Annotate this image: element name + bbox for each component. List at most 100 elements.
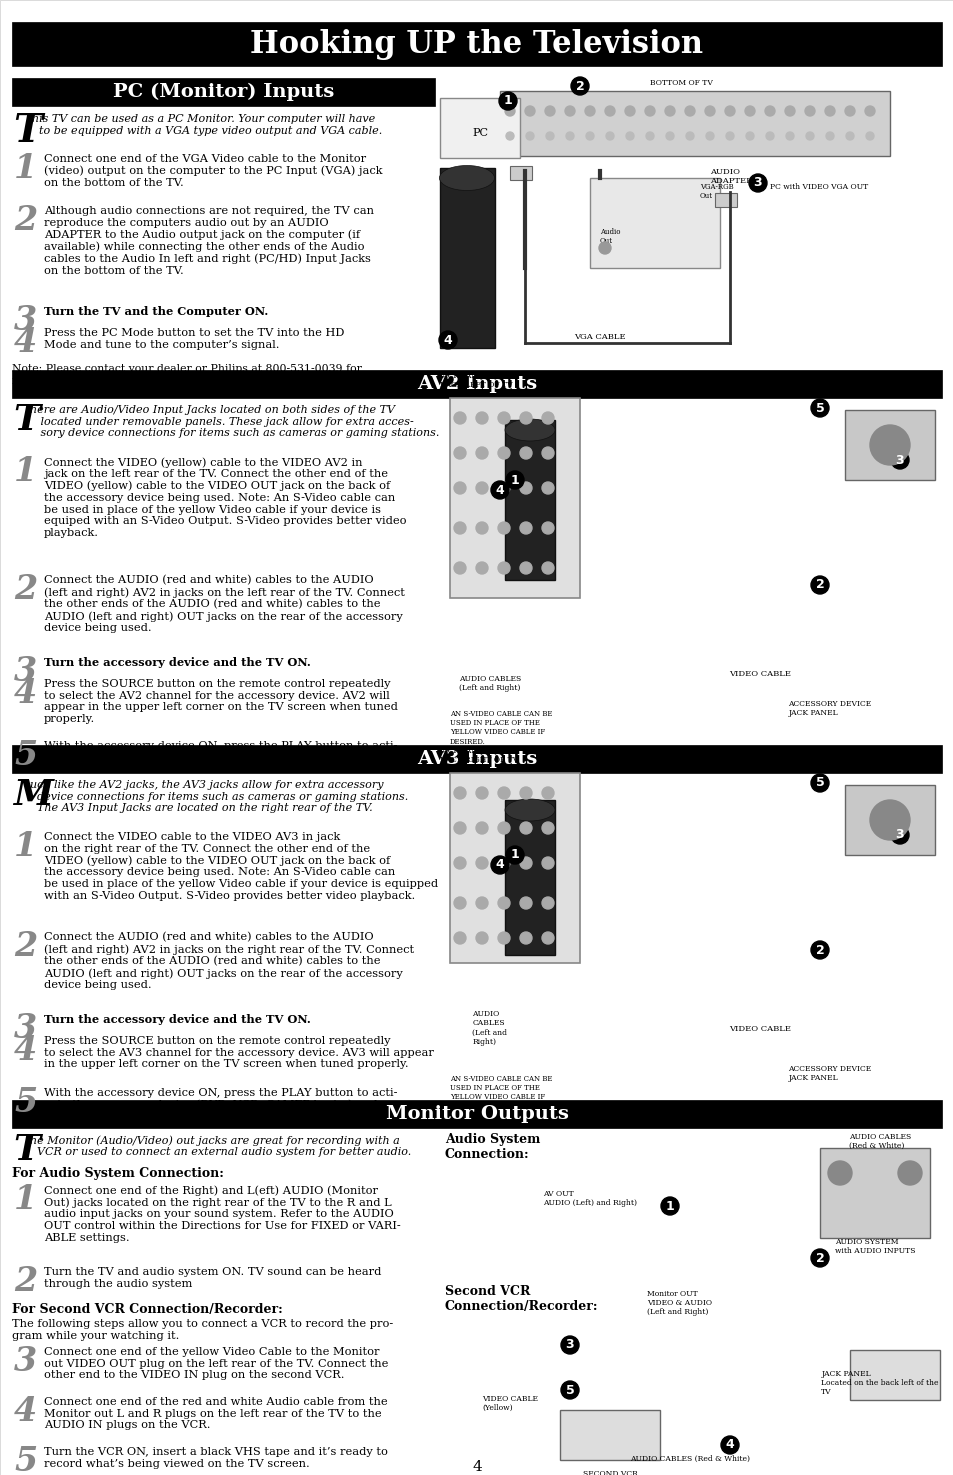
Text: ACCESSORY DEVICE
(Camera, DVD, VCR, etc.): ACCESSORY DEVICE (Camera, DVD, VCR, etc.… (770, 746, 868, 764)
Text: AUDIO CABLES
(Left and Right): AUDIO CABLES (Left and Right) (458, 676, 520, 692)
Circle shape (541, 412, 554, 423)
Text: 1: 1 (503, 94, 512, 108)
Text: Second VCR
Connection/Recorder:: Second VCR Connection/Recorder: (444, 1285, 598, 1313)
Circle shape (497, 932, 510, 944)
Text: 4: 4 (472, 1460, 481, 1474)
Circle shape (519, 788, 532, 799)
Text: 4: 4 (725, 1438, 734, 1451)
Circle shape (519, 562, 532, 574)
Circle shape (684, 106, 695, 117)
Circle shape (560, 1381, 578, 1398)
Text: AV OUT
AUDIO (Left) and Right): AV OUT AUDIO (Left) and Right) (542, 1190, 637, 1207)
Circle shape (605, 131, 614, 140)
Circle shape (644, 106, 655, 117)
Text: 1: 1 (665, 1199, 674, 1212)
Circle shape (541, 482, 554, 494)
Text: JACK PANEL
BACK RIGHT OF TV: JACK PANEL BACK RIGHT OF TV (439, 746, 517, 764)
Text: Press the PC Mode button to set the TV into the HD
Mode and tune to the computer: Press the PC Mode button to set the TV i… (44, 327, 344, 350)
Text: ACCESSORY DEVICE
JACK PANEL: ACCESSORY DEVICE JACK PANEL (787, 701, 871, 717)
Circle shape (864, 106, 874, 117)
Circle shape (497, 522, 510, 534)
Bar (510, 167, 532, 180)
Circle shape (541, 447, 554, 459)
Circle shape (825, 131, 833, 140)
Circle shape (497, 788, 510, 799)
Circle shape (664, 106, 675, 117)
Circle shape (476, 857, 488, 869)
Ellipse shape (504, 799, 555, 822)
Text: AV2 Inputs: AV2 Inputs (416, 375, 537, 392)
Text: 2: 2 (815, 578, 823, 591)
Text: 3: 3 (895, 453, 903, 466)
Text: The following steps allow you to connect a VCR to record the pro-
gram while you: The following steps allow you to connect… (12, 1319, 393, 1341)
Circle shape (519, 482, 532, 494)
Text: 1: 1 (14, 830, 37, 863)
Circle shape (476, 822, 488, 833)
Circle shape (624, 106, 635, 117)
Circle shape (764, 106, 774, 117)
Text: 3: 3 (565, 1338, 574, 1351)
Circle shape (827, 1161, 851, 1184)
Bar (439, 97, 519, 158)
Text: PC (Monitor) Inputs: PC (Monitor) Inputs (112, 83, 334, 102)
Circle shape (504, 106, 515, 117)
Text: 2: 2 (815, 944, 823, 956)
Text: Connect one end of the yellow Video Cable to the Monitor
out VIDEO OUT plug on t: Connect one end of the yellow Video Cabl… (44, 1347, 388, 1381)
Text: T: T (13, 403, 40, 437)
Text: Although audio connections are not required, the TV can
reproduce the computers : Although audio connections are not requi… (44, 207, 374, 276)
Text: JACK PANEL
Located on the back left of the
TV: JACK PANEL Located on the back left of t… (821, 1370, 938, 1397)
Circle shape (565, 131, 574, 140)
Text: 5: 5 (815, 401, 823, 414)
Circle shape (497, 897, 510, 909)
Text: 1: 1 (510, 848, 518, 861)
Circle shape (454, 412, 465, 423)
Bar (589, 178, 720, 268)
Bar (439, 168, 495, 348)
Circle shape (844, 106, 854, 117)
Circle shape (498, 91, 517, 111)
Circle shape (505, 847, 523, 864)
Bar (849, 1350, 939, 1400)
Bar (450, 398, 579, 597)
Text: 2: 2 (14, 931, 37, 963)
Circle shape (476, 897, 488, 909)
Text: Monitor Outputs: Monitor Outputs (385, 1105, 568, 1122)
Ellipse shape (504, 419, 555, 441)
Text: 2: 2 (575, 80, 584, 93)
Circle shape (665, 131, 673, 140)
Circle shape (598, 242, 610, 254)
Text: Connect the AUDIO (red and white) cables to the AUDIO
(left and right) AV2 in ja: Connect the AUDIO (red and white) cables… (44, 575, 404, 633)
Text: VIDEO CABLE: VIDEO CABLE (728, 670, 790, 678)
Circle shape (810, 400, 828, 417)
Text: Turn the TV and audio system ON. TV sound can be heard
through the audio system: Turn the TV and audio system ON. TV soun… (44, 1267, 381, 1289)
Circle shape (497, 482, 510, 494)
Text: 3: 3 (753, 177, 761, 189)
Circle shape (454, 897, 465, 909)
Circle shape (705, 131, 713, 140)
Circle shape (869, 425, 909, 465)
Text: 4: 4 (443, 333, 452, 347)
Text: his TV can be used as a PC Monitor. Your computer will have
  to be equipped wit: his TV can be used as a PC Monitor. Your… (32, 114, 382, 136)
Circle shape (685, 131, 693, 140)
Text: Connect the AUDIO (red and white) cables to the AUDIO
(left and right) AV2 in ja: Connect the AUDIO (red and white) cables… (44, 932, 414, 990)
Text: Turn the accessory device and the TV ON.: Turn the accessory device and the TV ON. (44, 1013, 311, 1025)
Text: 2: 2 (14, 204, 37, 237)
Text: Note: Please contact your dealer or Philips at 800-531-0039 for
information abou: Note: Please contact your dealer or Phil… (12, 364, 361, 385)
Circle shape (765, 131, 773, 140)
Text: For Audio System Connection:: For Audio System Connection: (12, 1167, 224, 1180)
Circle shape (560, 1336, 578, 1354)
Circle shape (476, 562, 488, 574)
Circle shape (645, 131, 654, 140)
Text: AN S-VIDEO CABLE CAN BE
USED IN PLACE OF THE
YELLOW VIDEO CABLE IF
DESIRED.: AN S-VIDEO CABLE CAN BE USED IN PLACE OF… (450, 1075, 552, 1111)
Circle shape (497, 447, 510, 459)
Text: AN S-VIDEO CABLE CAN BE
USED IN PLACE OF THE
YELLOW VIDEO CABLE IF
DESIRED.: AN S-VIDEO CABLE CAN BE USED IN PLACE OF… (450, 709, 552, 745)
Bar (12, 370, 941, 398)
Text: Connect one end of the red and white Audio cable from the
Monitor out L and R pl: Connect one end of the red and white Aud… (44, 1397, 387, 1431)
Circle shape (724, 106, 734, 117)
Circle shape (704, 106, 714, 117)
Circle shape (748, 174, 766, 192)
Circle shape (519, 932, 532, 944)
Text: 2: 2 (14, 1266, 37, 1298)
Circle shape (454, 522, 465, 534)
Text: 1: 1 (14, 1183, 37, 1215)
